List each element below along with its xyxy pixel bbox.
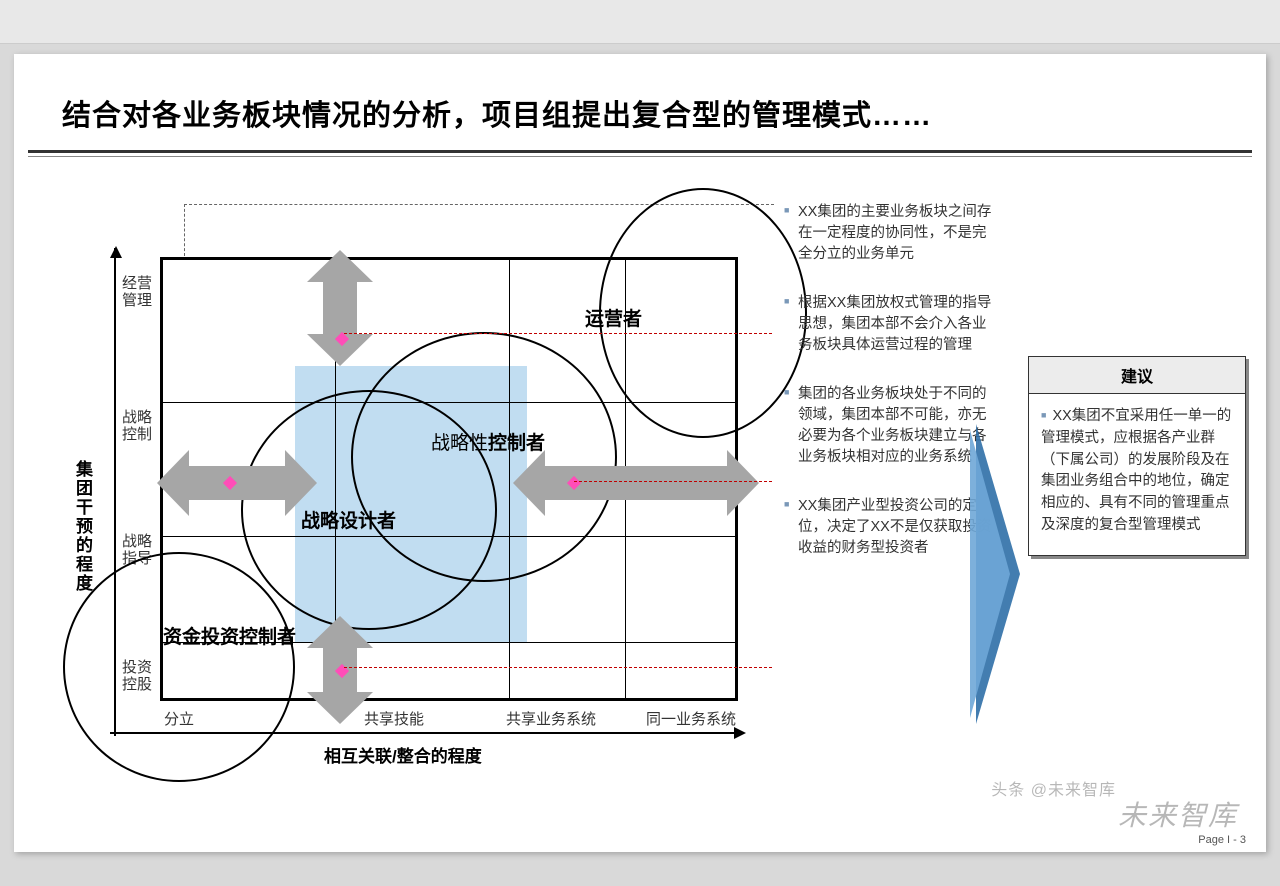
y-tick-0: 经营管理 [122,276,160,309]
app-topbar [0,0,1280,44]
page-number: Page I - 3 [1198,834,1246,846]
arrow-up [323,280,357,336]
bullet-list: XX集团的主要业务板块之间存在一定程度的协同性，不是完全分立的业务单元 根据XX… [784,202,994,587]
bullet-1: XX集团的主要业务板块之间存在一定程度的协同性，不是完全分立的业务单元 [784,202,994,265]
x-tick-1: 共享技能 [364,708,424,729]
suggestion-text: XX集团不宜采用任一单一的管理模式，应根据各产业群（下属公司）的发展阶段及在集团… [1041,408,1231,533]
connector-guide-v [184,204,185,256]
connector-2 [574,481,772,482]
label-controller: 战略性控制者 [431,428,545,455]
label-operator: 运营者 [585,304,642,331]
slide-title: 结合对各业务板块情况的分析，项目组提出复合型的管理模式…… [62,92,932,134]
ellipse-investor [63,552,295,782]
title-underline [28,150,1252,153]
watermark-sub: 头条 @未来智库 [991,776,1116,800]
chart-frame: 运营者 战略性控制者 战略设计者 资金投资控制者 [160,257,738,701]
connector-3 [344,667,772,668]
suggestion-box: 建议 XX集团不宜采用任一单一的管理模式，应根据各产业群（下属公司）的发展阶段及… [1028,356,1246,556]
x-tick-0: 分立 [164,708,194,729]
bullet-4: XX集团产业型投资公司的定位，决定了XX不是仅获取投资收益的财务型投资者 [784,496,994,559]
connector-1 [344,333,772,334]
y-tick-1: 战略控制 [122,410,160,443]
bullet-2: 根据XX集团放权式管理的指导思想，集团本部不会介入各业务板块具体运营过程的管理 [784,293,994,356]
y-axis-title: 集团干预的程度 [70,460,95,593]
x-axis-title: 相互关联/整合的程度 [324,742,482,767]
suggestion-header: 建议 [1029,357,1245,394]
suggestion-arrow-fg [970,430,1010,718]
watermark-main: 未来智库 [1118,794,1238,834]
matrix-chart: 集团干预的程度 经营管理 战略控制 战略指导 投资控股 [64,250,754,770]
x-tick-2: 共享业务系统 [506,708,596,729]
label-investor: 资金投资控制者 [163,622,296,649]
title-underline-thin [28,156,1252,157]
slide: 结合对各业务板块情况的分析，项目组提出复合型的管理模式…… 集团干预的程度 经营… [14,54,1266,852]
ellipse-controller [351,332,617,582]
bullet-3: 集团的各业务板块处于不同的领域，集团本部不可能，亦无必要为各个业务板块建立与各业… [784,384,994,468]
label-designer: 战略设计者 [301,506,396,533]
suggestion-body: XX集团不宜采用任一单一的管理模式，应根据各产业群（下属公司）的发展阶段及在集团… [1029,394,1245,555]
x-tick-3: 同一业务系统 [646,708,736,729]
